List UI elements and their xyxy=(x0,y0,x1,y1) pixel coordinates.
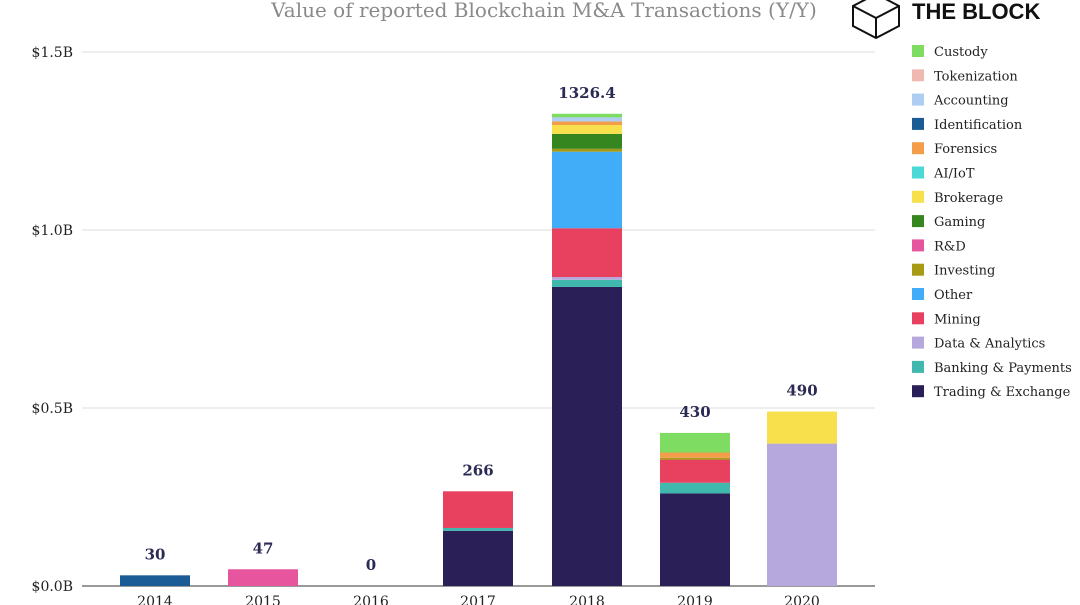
bar-segment xyxy=(552,151,622,229)
legend-swatch xyxy=(912,142,924,155)
x-tick-label: 2019 xyxy=(677,594,713,605)
legend-swatch xyxy=(912,190,924,203)
bar-segment xyxy=(767,443,837,586)
y-tick-label: $1.5B xyxy=(32,45,73,61)
legend-swatch xyxy=(912,45,924,57)
x-tick-label: 2017 xyxy=(460,594,496,605)
total-label: 266 xyxy=(462,461,493,479)
legend-label: Mining xyxy=(934,312,981,327)
cube-logo-icon xyxy=(852,0,900,40)
x-tick-label: 2014 xyxy=(137,594,173,605)
y-tick-label: $0.0B xyxy=(32,579,73,595)
bar-segment xyxy=(660,457,730,460)
legend-label: Data & Analytics xyxy=(934,337,1045,352)
bar-segment xyxy=(552,286,622,586)
bar-segment xyxy=(660,493,730,586)
y-tick-label: $0.5B xyxy=(32,401,73,417)
bar-segment xyxy=(552,279,622,287)
brand-name: THE BLOCK xyxy=(912,0,1040,24)
legend-label: Investing xyxy=(934,264,995,279)
chart-title: Value of reported Blockchain M&A Transac… xyxy=(270,0,817,22)
bar-segment xyxy=(552,121,622,125)
legend-label: Gaming xyxy=(934,215,985,230)
legend-swatch xyxy=(912,360,924,373)
bar-segment xyxy=(552,133,622,149)
legend-swatch xyxy=(912,312,924,325)
bar-segment xyxy=(660,452,730,458)
y-tick-label: $1.0B xyxy=(32,223,73,239)
legend-label: Trading & Exchange xyxy=(934,385,1071,400)
legend-swatch xyxy=(912,263,924,276)
bars xyxy=(120,113,837,586)
bar-segment xyxy=(552,276,622,280)
legend: Custody Tokenization Accounting Identificat… xyxy=(912,45,1072,400)
bar-segment xyxy=(443,527,513,531)
bar-segment xyxy=(552,117,622,122)
bar-segment xyxy=(228,569,298,586)
legend-swatch xyxy=(912,117,924,130)
bar-segment xyxy=(443,530,513,586)
legend-swatch xyxy=(912,166,924,179)
x-axis: 2014 2015 2016 2017 2018 2019 2020 xyxy=(137,594,820,605)
bar-segment xyxy=(443,491,513,528)
bar-segment xyxy=(767,411,837,444)
total-label: 30 xyxy=(145,545,166,563)
legend-swatch xyxy=(912,385,924,398)
total-label: 47 xyxy=(253,539,274,557)
legend-label: AI/IoT xyxy=(933,167,975,182)
bar-segment xyxy=(120,575,190,586)
legend-label: Banking & Payments xyxy=(934,361,1072,376)
legend-label: Identification xyxy=(934,118,1023,133)
bar-segment xyxy=(660,459,730,483)
legend-label: Custody xyxy=(934,45,988,60)
bar-segment xyxy=(552,113,622,118)
legend-label: Brokerage xyxy=(934,191,1003,206)
total-label: 430 xyxy=(679,403,710,421)
total-label: 490 xyxy=(786,382,817,400)
the-block-logo: THE BLOCK xyxy=(852,0,1040,40)
total-label: 1326.4 xyxy=(558,84,615,102)
legend-swatch xyxy=(912,215,924,228)
x-tick-label: 2020 xyxy=(784,594,820,605)
total-label: 0 xyxy=(366,556,376,574)
legend-swatch xyxy=(912,239,924,252)
legend-label: Tokenization xyxy=(934,69,1018,84)
legend-label: Other xyxy=(934,288,973,303)
x-tick-label: 2018 xyxy=(569,594,605,605)
legend-swatch xyxy=(912,288,924,300)
bar-segment xyxy=(552,228,622,277)
legend-label: R&D xyxy=(934,239,966,254)
bar-segment xyxy=(660,432,730,453)
bar-segment xyxy=(552,124,622,134)
legend-label: Accounting xyxy=(933,94,1009,109)
x-tick-label: 2016 xyxy=(353,594,389,605)
legend-swatch xyxy=(912,93,924,106)
bar-segment xyxy=(552,148,622,152)
legend-swatch xyxy=(912,69,924,82)
legend-label: Forensics xyxy=(934,142,997,157)
data-labels: 30 47 0 266 1326.4 430 490 xyxy=(145,84,818,574)
legend-swatch xyxy=(912,336,924,349)
bar-segment xyxy=(660,482,730,494)
x-tick-label: 2015 xyxy=(245,594,281,605)
